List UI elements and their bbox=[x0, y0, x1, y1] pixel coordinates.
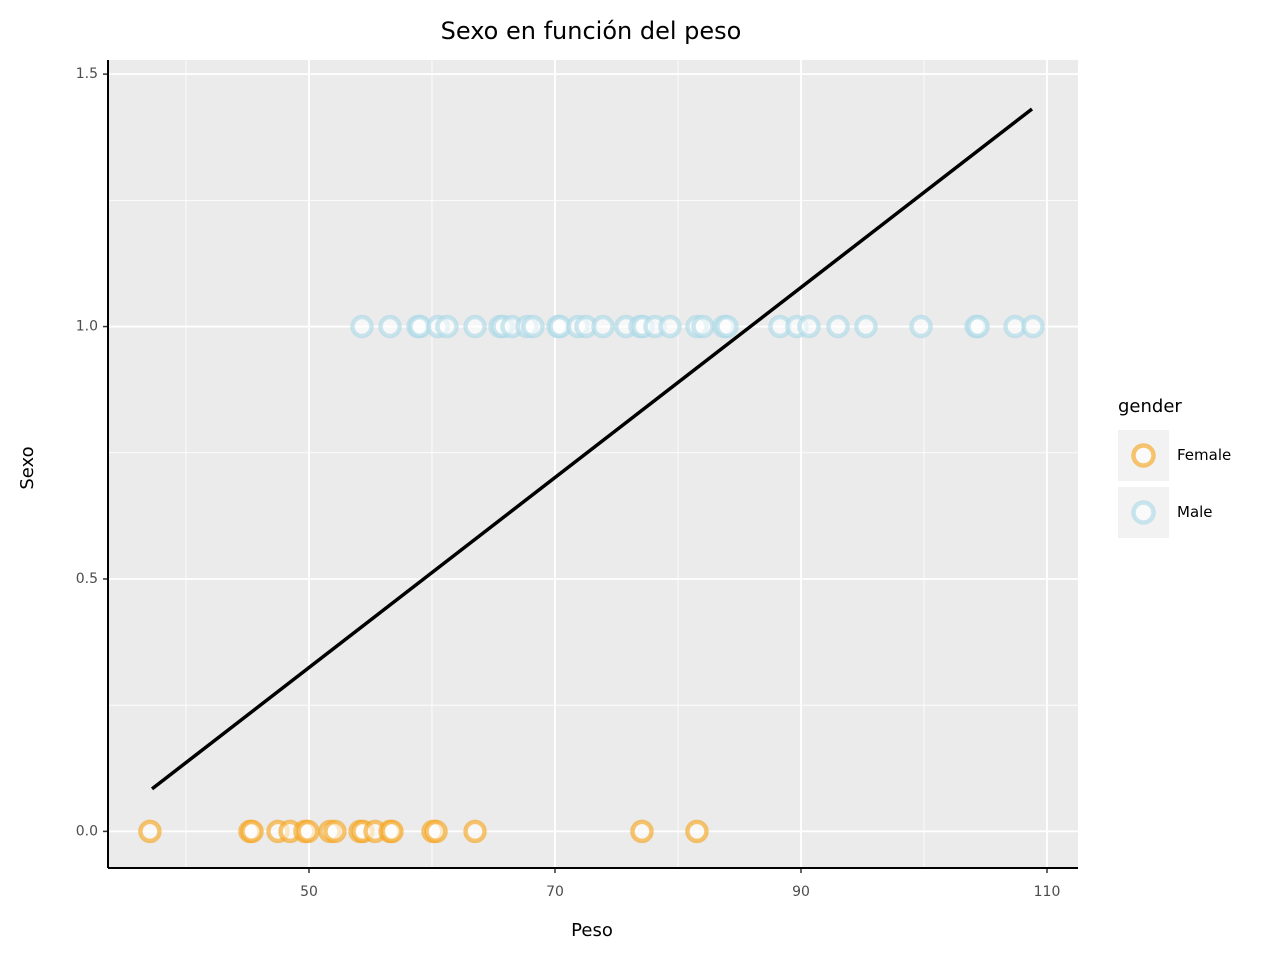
point bbox=[350, 314, 374, 339]
point bbox=[685, 819, 709, 844]
point bbox=[591, 314, 615, 339]
point bbox=[854, 314, 878, 339]
y-tick-label: 0.0 bbox=[76, 823, 98, 839]
point bbox=[323, 819, 347, 844]
x-tick-label: 50 bbox=[300, 884, 318, 900]
point bbox=[966, 314, 990, 339]
chart-title: Sexo en función del peso bbox=[441, 17, 742, 45]
point bbox=[424, 819, 448, 844]
point bbox=[378, 314, 402, 339]
legend-label: Female bbox=[1177, 446, 1231, 464]
x-tick-label: 110 bbox=[1034, 884, 1061, 900]
point bbox=[658, 314, 682, 339]
point bbox=[463, 314, 487, 339]
panel bbox=[108, 60, 1078, 868]
point bbox=[1021, 314, 1045, 339]
point bbox=[240, 819, 264, 844]
x-tick-label: 70 bbox=[546, 884, 564, 900]
y-tick-label: 1.5 bbox=[76, 66, 98, 82]
point bbox=[521, 314, 545, 339]
point bbox=[797, 314, 821, 339]
point bbox=[630, 819, 654, 844]
point bbox=[463, 819, 487, 844]
point bbox=[138, 819, 162, 844]
legend-marker bbox=[1131, 443, 1156, 468]
point bbox=[435, 314, 459, 339]
legend-marker bbox=[1131, 500, 1156, 525]
y-axis-title: Sexo bbox=[17, 446, 38, 489]
point bbox=[296, 819, 320, 844]
point bbox=[691, 314, 715, 339]
legend-title: gender bbox=[1118, 396, 1182, 417]
x-tick-label: 90 bbox=[792, 884, 810, 900]
legend-label: Male bbox=[1177, 503, 1213, 521]
y-tick-label: 0.5 bbox=[76, 571, 98, 587]
point bbox=[380, 819, 404, 844]
point bbox=[715, 314, 739, 339]
point bbox=[909, 314, 933, 339]
x-axis-title: Peso bbox=[571, 920, 613, 941]
y-tick-label: 1.0 bbox=[76, 319, 98, 335]
fit-line bbox=[150, 107, 1034, 791]
point bbox=[826, 314, 850, 339]
